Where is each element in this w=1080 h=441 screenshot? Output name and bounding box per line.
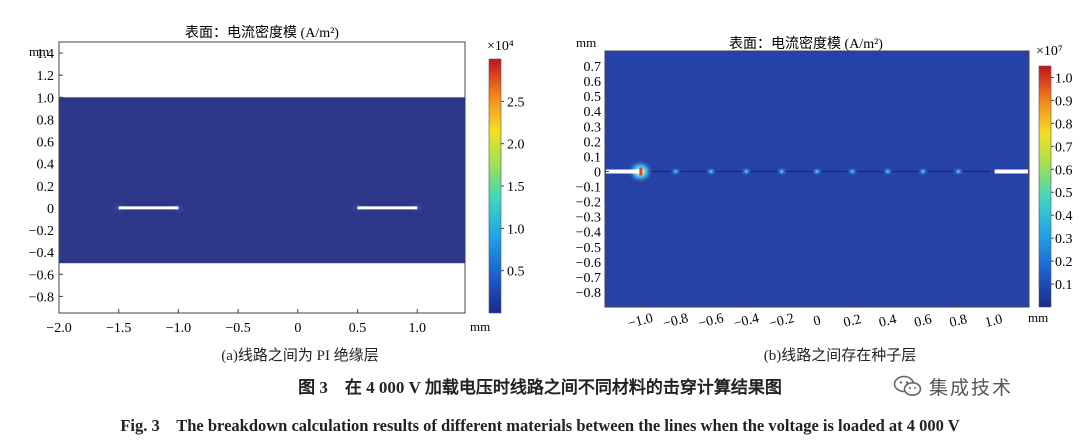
panel-b-caption: (b)线路之间存在种子层: [763, 348, 917, 364]
panel-a-field-glow: [108, 200, 129, 215]
panel-b-colorbar-multiplier: ×10⁷: [1036, 44, 1063, 59]
panel-b-y-tick-label: −0.4: [576, 226, 601, 241]
panel-b-peak-marker: [639, 167, 643, 176]
panel-b-y-tick-label: 0.1: [584, 150, 602, 165]
panel-b-y-tick-label: 0.4: [584, 105, 602, 120]
panel-a-plot: 表面：电流密度模 (A/m²) mm 1.4 1.2 1.0 0.8 0.6 0.4 0.2…: [29, 24, 525, 336]
panel-a-y-tick-label: 1.4: [37, 47, 55, 62]
panel-b-colorbar-tick-label: 0.2: [1055, 255, 1073, 270]
panel-a-x-tick-label: −2.0: [46, 321, 71, 336]
panel-b-hotspot: [881, 166, 894, 176]
figure-caption-cn: 图 3 在 4 000 V 加载电压时线路之间不同材料的击穿计算结果图: [298, 378, 782, 397]
panel-a-colorbar-tick-label: 1.0: [507, 222, 525, 237]
panel-b-hotspot: [811, 166, 823, 176]
panel-a-colorbar-tick-label: 2.5: [507, 95, 525, 110]
panel-b-colorbar-tick-label: 0.8: [1055, 117, 1073, 132]
panel-a-y-tick-label: −0.4: [29, 246, 54, 261]
panel-b-colorbar-tick-label: 0.1: [1055, 278, 1073, 293]
panel-a-y-tick-label: 0.6: [37, 136, 55, 151]
panel-a-y-tick-label: 1.2: [37, 69, 55, 84]
panel-b-x-tick-label: 0.8: [948, 312, 969, 331]
panel-b-hotspot: [669, 166, 682, 176]
panel-b-y-tick-label: −0.7: [576, 271, 601, 286]
panel-a-x-tick-label: −1.5: [106, 321, 131, 336]
panel-b-colorbar-tick-label: 0.5: [1055, 186, 1073, 201]
panel-b-y-tick-label: −0.2: [576, 196, 601, 211]
panel-b-hotspot: [846, 166, 859, 176]
panel-b-hotspot: [740, 166, 753, 176]
panel-a-y-tick-label: 0.2: [37, 180, 55, 195]
panel-b-x-tick-label: 0.4: [877, 312, 898, 331]
panel-b-x-tick-label: −0.8: [662, 311, 690, 332]
wechat-icon: [893, 375, 922, 396]
panel-b-hotspot: [775, 166, 788, 176]
panel-b-y-tick-label: 0.7: [584, 60, 602, 75]
panel-a-colorbar-tick-label: 0.5: [507, 265, 525, 280]
panel-b-title: 表面：电流密度模 (A/m²): [729, 35, 883, 52]
panel-a-y-tick-label: −0.2: [29, 224, 54, 239]
panel-a-x-tick-label: 0: [294, 321, 301, 336]
panel-b-hotspot: [705, 166, 717, 176]
panel-a-field-domain: [59, 97, 465, 264]
panel-a-y-tick-label: 1.0: [37, 91, 55, 106]
panel-a-colorbar-multiplier: ×10⁴: [487, 39, 514, 54]
panel-b-x-tick-label: −1.0: [626, 311, 654, 332]
panel-b-x-unit: mm: [1028, 310, 1048, 325]
panel-a-colorbar: [488, 58, 502, 314]
panel-a-y-tick-label: 0: [47, 202, 54, 217]
panel-b-plot: 表面：电流密度模 (A/m²) mm 0.70.60.50.40.30.20.1…: [576, 35, 1073, 332]
panel-b-colorbar-tick-label: 0.7: [1055, 140, 1073, 155]
panel-b-x-tick-label: −0.2: [768, 311, 796, 332]
panel-b-colorbar: [1038, 65, 1052, 308]
panel-a-caption: (a)线路之间为 PI 绝缘层: [221, 348, 379, 364]
panel-b-x-tick-label: 0.6: [913, 312, 934, 331]
panel-b-x-tick-label: −0.4: [732, 311, 760, 332]
watermark-text: 集成技术: [929, 376, 1014, 399]
panel-b-y-tick-label: −0.3: [576, 211, 601, 226]
panel-b-hotspot: [952, 166, 965, 176]
panel-b-x-tick-label: −0.6: [697, 311, 725, 332]
panel-b-x-tick-label: 0.2: [842, 312, 863, 331]
panel-b-colorbar-tick-label: 0.6: [1055, 163, 1073, 178]
panel-b-colorbar-tick-label: 0.9: [1055, 94, 1073, 109]
panel-a-y-tick-label: −0.8: [29, 290, 54, 305]
panel-b-y-tick-label: −0.8: [576, 286, 601, 301]
panel-b-y-tick-label: 0.2: [584, 135, 602, 150]
panel-b-field-domain: [604, 50, 1030, 308]
panel-b-y-tick-label: −0.5: [576, 241, 601, 256]
panel-a-x-unit: mm: [470, 319, 490, 334]
panel-a-y-tick-label: −0.6: [29, 268, 54, 283]
panel-b-y-tick-label: −0.6: [576, 256, 601, 271]
panel-b-x-tick-label: 0: [812, 313, 822, 329]
panel-a-y-tick-label: 0.4: [37, 158, 55, 173]
panel-a-y-unit: mm: [29, 44, 49, 59]
panel-b-colorbar-tick-label: 1.0: [1055, 71, 1073, 86]
panel-b-y-tick-label: 0.6: [584, 75, 602, 90]
panel-a-title: 表面：电流密度模 (A/m²): [185, 24, 339, 41]
panel-a-x-tick-label: 0.5: [349, 321, 367, 336]
panel-b-hotspot: [917, 166, 929, 176]
panel-b-x-tick-label: 1.0: [983, 312, 1004, 331]
panel-a-colorbar-tick-label: 1.5: [507, 180, 525, 195]
panel-a-x-tick-label: 1.0: [408, 321, 426, 336]
panel-b-colorbar-tick-label: 0.3: [1055, 232, 1073, 247]
panel-b-colorbar-tick-label: 0.4: [1055, 209, 1073, 224]
panel-a-x-tick-label: −0.5: [225, 321, 250, 336]
panel-b-y-unit: mm: [576, 35, 596, 50]
panel-a-x-tick-label: −1.0: [166, 321, 191, 336]
panel-a-y-tick-label: 0.8: [37, 113, 55, 128]
panel-b-y-tick-label: 0.5: [584, 90, 602, 105]
panel-b-y-tick-label: 0: [594, 165, 601, 180]
panel-a-colorbar-tick-label: 2.0: [507, 138, 525, 153]
panel-b-y-tick-label: −0.1: [576, 181, 601, 196]
figure-caption-en: Fig. 3 The breakdown calculation results…: [120, 416, 960, 435]
panel-b-y-tick-label: 0.3: [584, 120, 602, 135]
watermark: 集成技术: [893, 373, 1013, 399]
